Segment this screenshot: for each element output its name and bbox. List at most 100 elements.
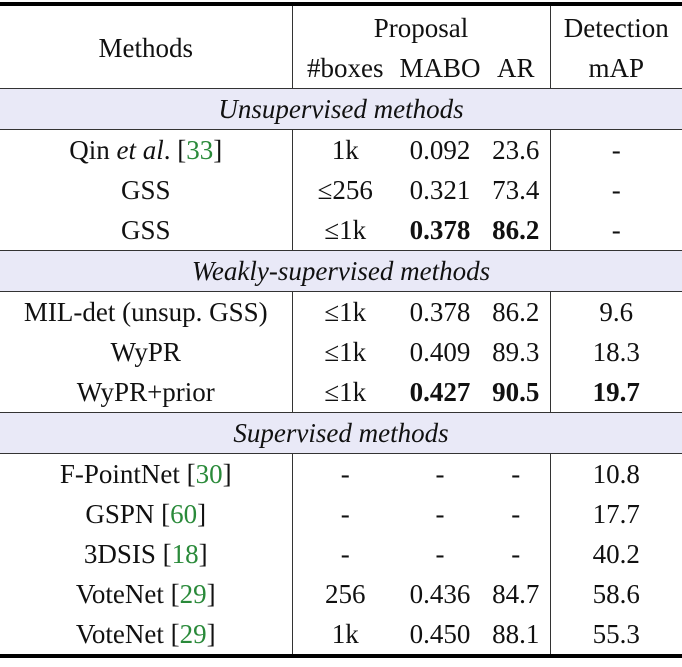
cell-method: MIL-det (unsup. GSS) — [0, 292, 292, 333]
method-name: GSS — [120, 175, 171, 205]
cell-mabo: 0.378 — [409, 215, 471, 245]
cell-boxes: ≤1k — [291, 210, 398, 251]
citation-link[interactable]: 29 — [179, 579, 207, 609]
cell-mabo: 0.321 — [409, 175, 471, 205]
cell-ar: 86.2 — [492, 215, 540, 245]
cell-method: GSS — [0, 170, 292, 210]
header-mabo: MABO — [399, 53, 481, 83]
table-row: GSS ≤256 0.321 73.4 - — [0, 170, 682, 210]
table-row: GSS ≤1k 0.378 86.2 - — [0, 210, 682, 251]
method-name: VoteNet [ — [75, 579, 180, 609]
cell-method: VoteNet [29] — [0, 574, 292, 614]
cell-method: Qin et al. [33] — [0, 130, 292, 171]
method-name: WyPR+prior — [76, 377, 215, 407]
cell-ar: - — [511, 459, 521, 489]
cell-map: 40.2 — [549, 534, 682, 574]
cell-mabo: - — [435, 459, 445, 489]
cell-ar: 88.1 — [492, 619, 540, 649]
table-row: WyPR+prior ≤1k 0.427 90.5 19.7 — [0, 372, 682, 413]
cell-ar: 86.2 — [492, 297, 540, 327]
header-ar: AR — [497, 53, 535, 83]
citation-close: ] — [198, 539, 208, 569]
cell-ar: 90.5 — [492, 377, 540, 407]
cell-ar: 89.3 — [492, 337, 540, 367]
cell-map: 18.3 — [549, 332, 682, 372]
header-methods: Methods — [98, 33, 194, 63]
citation-close: ] — [197, 499, 207, 529]
method-name: WyPR — [110, 337, 181, 367]
citation-close: ] — [222, 459, 232, 489]
cell-mabo: 0.427 — [409, 377, 471, 407]
cell-map: 55.3 — [549, 614, 682, 656]
cell-boxes: - — [291, 494, 398, 534]
cell-mabo: 0.450 — [409, 619, 471, 649]
citation-link[interactable]: 60 — [170, 499, 198, 529]
table-row: Qin et al. [33] 1k 0.092 23.6 - — [0, 129, 682, 171]
cell-ar: 73.4 — [492, 175, 540, 205]
table-row: MIL-det (unsup. GSS) ≤1k 0.378 86.2 9.6 — [0, 291, 682, 333]
method-name: VoteNet [ — [75, 619, 180, 649]
cell-map: - — [549, 170, 682, 210]
cell-mabo: 0.092 — [409, 135, 471, 165]
citation-link[interactable]: 30 — [195, 459, 223, 489]
cell-map: 19.7 — [549, 372, 682, 413]
cell-boxes: 1k — [291, 129, 398, 170]
method-name: GSPN [ — [85, 499, 171, 529]
cell-boxes: - — [291, 453, 398, 494]
cell-map: - — [549, 129, 682, 170]
cell-boxes: 1k — [291, 614, 398, 656]
method-name: 3DSIS [ — [83, 539, 172, 569]
cell-boxes: 256 — [291, 574, 398, 614]
cell-map: 58.6 — [549, 574, 682, 614]
header-boxes: #boxes — [291, 48, 398, 89]
cell-mabo: - — [435, 539, 445, 569]
cell-ar: - — [511, 499, 521, 529]
cell-ar: - — [511, 539, 521, 569]
table-row: GSPN [60] - - - 17.7 — [0, 494, 682, 534]
cell-mabo: 0.378 — [409, 297, 471, 327]
header-map: mAP — [549, 48, 682, 89]
cell-method: GSS — [0, 210, 292, 251]
cell-method: WyPR+prior — [0, 372, 292, 413]
cell-map: 10.8 — [549, 453, 682, 494]
cell-method: VoteNet [29] — [0, 614, 292, 656]
section-title: Supervised methods — [0, 412, 682, 454]
cell-method: F-PointNet [30] — [0, 454, 292, 495]
header-proposal: Proposal — [291, 4, 551, 48]
cell-boxes: ≤1k — [291, 372, 398, 413]
method-italic: et al — [116, 135, 164, 165]
citation-close: ] — [206, 579, 216, 609]
citation-link[interactable]: 18 — [171, 539, 199, 569]
cell-boxes: - — [291, 534, 398, 574]
section-title: Unsupervised methods — [0, 88, 682, 130]
table-row: VoteNet [29] 256 0.436 84.7 58.6 — [0, 574, 682, 614]
cell-method: WyPR — [0, 332, 292, 372]
cell-mabo: 0.409 — [409, 337, 471, 367]
citation-close: ] — [213, 135, 223, 165]
method-name: MIL-det (unsup. GSS) — [23, 297, 268, 327]
cell-ar: 23.6 — [492, 135, 540, 165]
cell-map: - — [549, 210, 682, 251]
method-name: GSS — [120, 215, 171, 245]
cell-boxes: ≤1k — [291, 291, 398, 332]
header-detection: Detection — [549, 4, 682, 48]
method-name: F-PointNet [ — [59, 459, 196, 489]
method-name: Qin — [69, 135, 117, 165]
citation-link[interactable]: 33 — [186, 135, 214, 165]
table-row: 3DSIS [18] - - - 40.2 — [0, 534, 682, 574]
section-title: Weakly-supervised methods — [0, 250, 682, 292]
cell-map: 9.6 — [549, 291, 682, 332]
cell-mabo: - — [435, 499, 445, 529]
method-post: . [ — [163, 135, 187, 165]
table-row: F-PointNet [30] - - - 10.8 — [0, 453, 682, 495]
cell-map: 17.7 — [549, 494, 682, 534]
cell-method: 3DSIS [18] — [0, 534, 292, 574]
table-row: VoteNet [29] 1k 0.450 88.1 55.3 — [0, 614, 682, 656]
table-row: WyPR ≤1k 0.409 89.3 18.3 — [0, 332, 682, 372]
cell-boxes: ≤1k — [291, 332, 398, 372]
citation-close: ] — [206, 619, 216, 649]
citation-link[interactable]: 29 — [179, 619, 207, 649]
cell-boxes: ≤256 — [291, 170, 398, 210]
cell-mabo: 0.436 — [409, 579, 471, 609]
